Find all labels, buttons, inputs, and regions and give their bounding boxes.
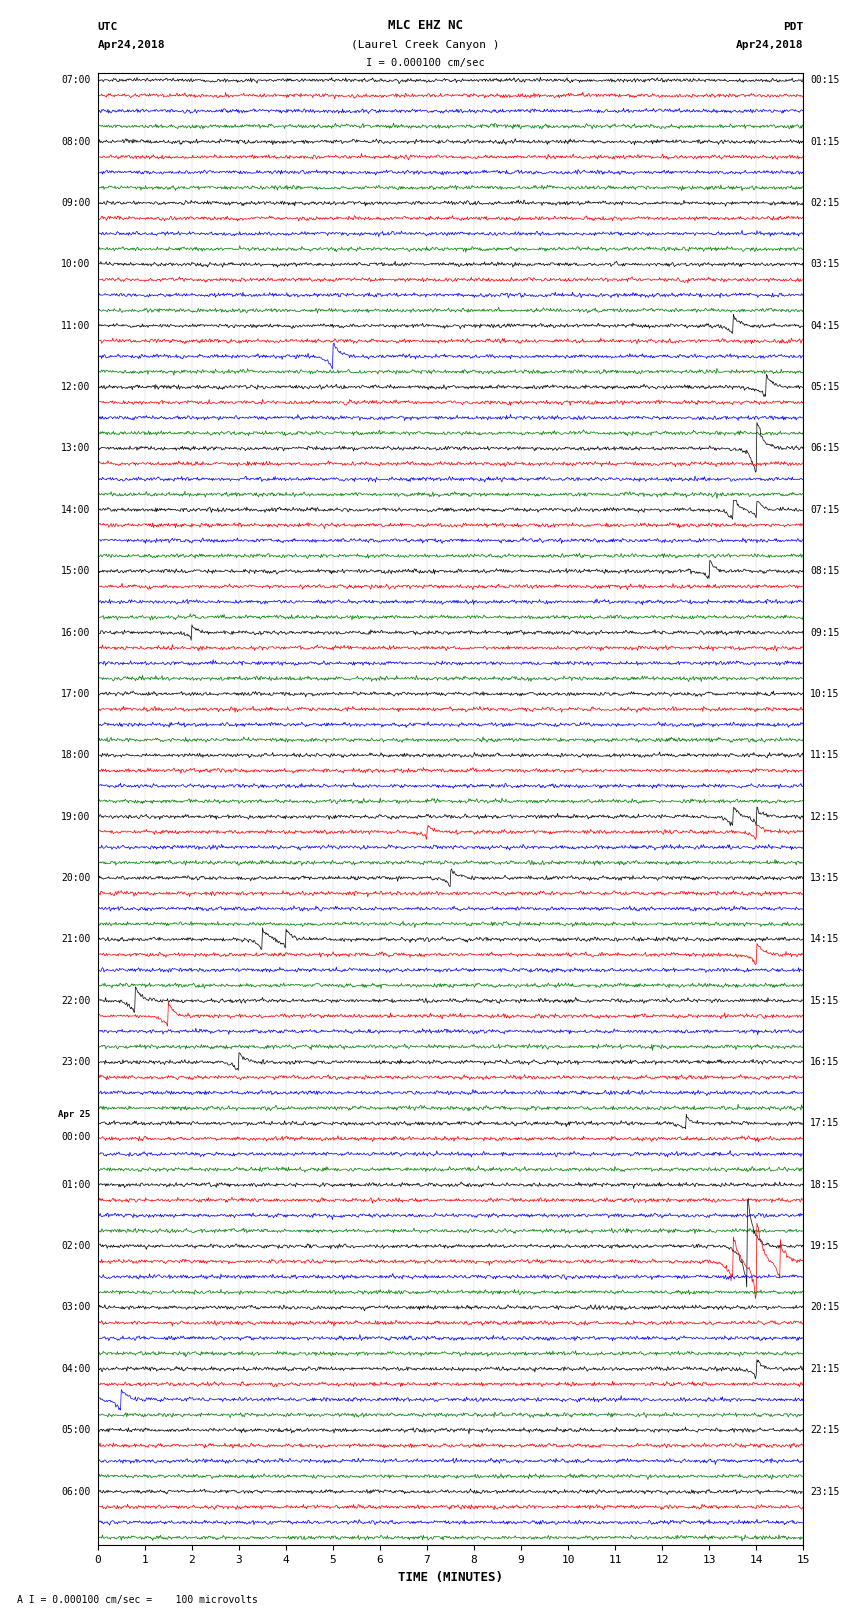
Text: 07:00: 07:00	[61, 76, 91, 85]
Text: UTC: UTC	[98, 23, 118, 32]
Text: 22:00: 22:00	[61, 995, 91, 1005]
Text: MLC EHZ NC: MLC EHZ NC	[388, 19, 462, 32]
Text: 00:00: 00:00	[61, 1132, 91, 1142]
Text: PDT: PDT	[783, 23, 803, 32]
Text: Apr 25: Apr 25	[59, 1110, 91, 1119]
Text: 19:00: 19:00	[61, 811, 91, 821]
Text: 17:00: 17:00	[61, 689, 91, 698]
Text: 14:00: 14:00	[61, 505, 91, 515]
Text: 13:15: 13:15	[810, 873, 840, 882]
Text: 11:00: 11:00	[61, 321, 91, 331]
Text: 20:00: 20:00	[61, 873, 91, 882]
Text: 01:00: 01:00	[61, 1179, 91, 1190]
Text: 13:00: 13:00	[61, 444, 91, 453]
Text: 09:15: 09:15	[810, 627, 840, 637]
Text: 17:15: 17:15	[810, 1118, 840, 1129]
Text: 03:15: 03:15	[810, 260, 840, 269]
Text: 10:15: 10:15	[810, 689, 840, 698]
Text: 06:00: 06:00	[61, 1487, 91, 1497]
Text: 22:15: 22:15	[810, 1426, 840, 1436]
Text: 23:15: 23:15	[810, 1487, 840, 1497]
Text: 03:00: 03:00	[61, 1302, 91, 1313]
Text: 00:15: 00:15	[810, 76, 840, 85]
Text: 14:15: 14:15	[810, 934, 840, 944]
Text: 12:00: 12:00	[61, 382, 91, 392]
Text: 05:00: 05:00	[61, 1426, 91, 1436]
Text: 15:00: 15:00	[61, 566, 91, 576]
Text: 23:00: 23:00	[61, 1057, 91, 1068]
Text: 15:15: 15:15	[810, 995, 840, 1005]
Text: 16:15: 16:15	[810, 1057, 840, 1068]
Text: 08:15: 08:15	[810, 566, 840, 576]
Text: 01:15: 01:15	[810, 137, 840, 147]
Text: 19:15: 19:15	[810, 1240, 840, 1252]
Text: 11:15: 11:15	[810, 750, 840, 760]
Text: 08:00: 08:00	[61, 137, 91, 147]
Text: A I = 0.000100 cm/sec =    100 microvolts: A I = 0.000100 cm/sec = 100 microvolts	[17, 1595, 258, 1605]
Text: 20:15: 20:15	[810, 1302, 840, 1313]
Text: 05:15: 05:15	[810, 382, 840, 392]
Text: 21:00: 21:00	[61, 934, 91, 944]
Text: Apr24,2018: Apr24,2018	[736, 40, 803, 50]
Text: 12:15: 12:15	[810, 811, 840, 821]
Text: 04:00: 04:00	[61, 1365, 91, 1374]
Text: 02:00: 02:00	[61, 1240, 91, 1252]
Text: 02:15: 02:15	[810, 198, 840, 208]
Text: 06:15: 06:15	[810, 444, 840, 453]
Text: 07:15: 07:15	[810, 505, 840, 515]
Text: 10:00: 10:00	[61, 260, 91, 269]
Text: Apr24,2018: Apr24,2018	[98, 40, 165, 50]
Text: 16:00: 16:00	[61, 627, 91, 637]
X-axis label: TIME (MINUTES): TIME (MINUTES)	[398, 1571, 503, 1584]
Text: 21:15: 21:15	[810, 1365, 840, 1374]
Text: (Laurel Creek Canyon ): (Laurel Creek Canyon )	[351, 40, 499, 50]
Text: 04:15: 04:15	[810, 321, 840, 331]
Text: I = 0.000100 cm/sec: I = 0.000100 cm/sec	[366, 58, 484, 68]
Text: 18:00: 18:00	[61, 750, 91, 760]
Text: 18:15: 18:15	[810, 1179, 840, 1190]
Text: 09:00: 09:00	[61, 198, 91, 208]
